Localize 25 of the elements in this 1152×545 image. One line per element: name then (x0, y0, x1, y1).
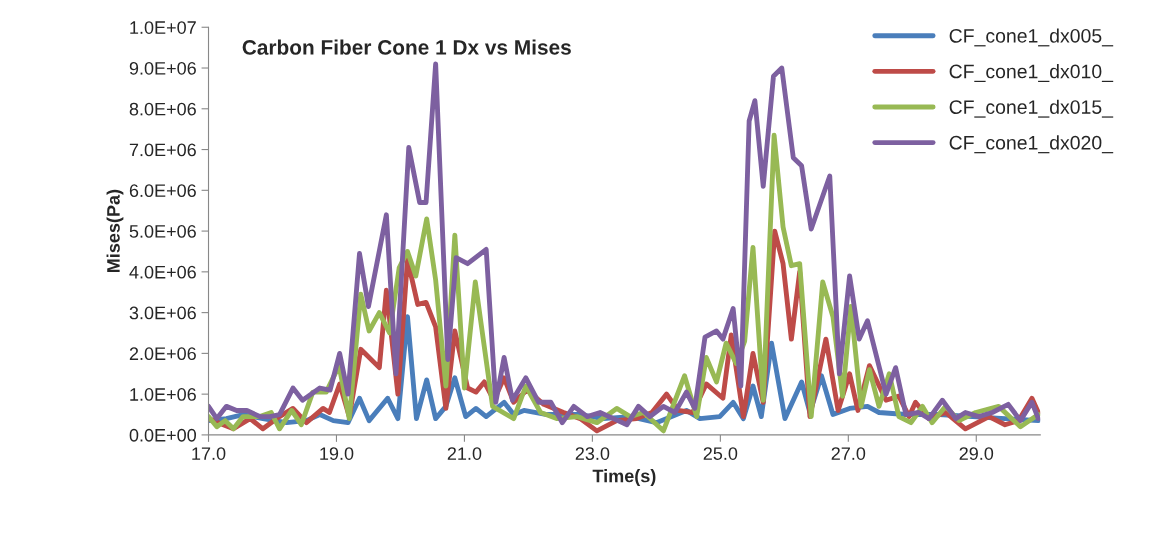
y-tick-label: 6.0E+06 (129, 184, 196, 198)
legend-label: CF_cone1_dx005_ (949, 28, 1114, 47)
y-tick-label: 7.0E+06 (129, 143, 196, 157)
y-tick-label: 9.0E+06 (129, 61, 196, 75)
y-tick-label: 4.0E+06 (129, 265, 196, 279)
y-tick-label: 8.0E+06 (129, 102, 196, 116)
x-axis-title: Time(s) (592, 469, 656, 486)
y-axis-title: Mises(Pa) (106, 189, 124, 273)
x-tick-label: 21.0 (447, 447, 482, 460)
x-tick-label: 29.0 (959, 447, 994, 460)
x-tick-label: 17.0 (192, 447, 226, 460)
y-tick-label: 1.0E+06 (130, 388, 196, 401)
x-tick-label: 27.0 (831, 447, 866, 460)
legend-label: CF_cone1_dx020_ (949, 135, 1114, 154)
y-tick-label: 3.0E+06 (129, 306, 196, 320)
legend-label: CF_cone1_dx015_ (949, 99, 1114, 118)
x-tick-label: 19.0 (320, 447, 354, 460)
x-tick-label: 25.0 (703, 447, 738, 460)
legend-label: CF_cone1_dx010_ (949, 64, 1114, 83)
y-tick-label: 5.0E+06 (129, 225, 196, 238)
x-tick-label: 23.0 (575, 447, 610, 460)
chart-title: Carbon Fiber Cone 1 Dx vs Mises (242, 39, 571, 55)
y-tick-label: 1.0E+07 (130, 21, 196, 34)
y-tick-label: 0.0E+00 (129, 428, 196, 442)
y-tick-label: 2.0E+06 (129, 347, 196, 361)
